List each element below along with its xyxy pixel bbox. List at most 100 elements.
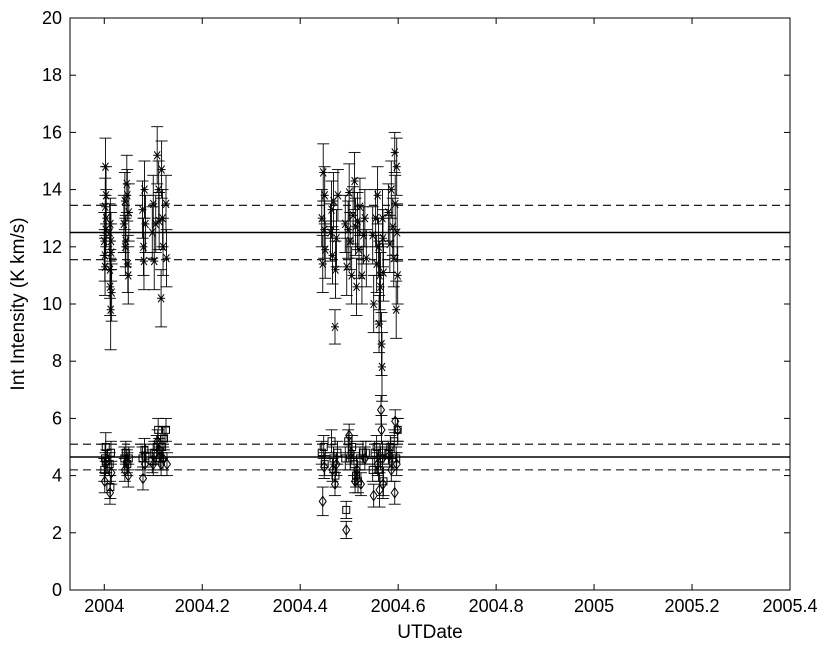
diamond-marker [373, 458, 382, 471]
diamond-marker [124, 469, 133, 482]
data-point [122, 463, 135, 488]
data-point [391, 246, 404, 305]
diamond-marker [332, 458, 341, 471]
diamond-marker [390, 486, 399, 499]
data-point [350, 257, 363, 316]
data-point [317, 143, 330, 202]
diamond-marker [122, 455, 131, 468]
data-point [376, 332, 388, 402]
diamond-marker [320, 461, 329, 473]
data-point [139, 194, 152, 253]
diamond-marker [356, 478, 366, 491]
asterisk-marker-stroke [392, 305, 400, 315]
asterisk-marker-stroke [163, 253, 170, 263]
square-marker [101, 443, 110, 451]
data-point [317, 435, 330, 459]
asterisk-marker-stroke [387, 185, 395, 194]
asterisk-marker-stroke [348, 271, 356, 280]
asterisk-marker-stroke [107, 305, 115, 315]
asterisk-marker-stroke [102, 191, 110, 200]
asterisk-marker-stroke [393, 162, 401, 172]
diamond-marker [369, 489, 378, 502]
asterisk-marker-stroke [378, 339, 385, 349]
data-point [355, 246, 368, 305]
x-tick-label: 2004 [84, 596, 124, 616]
diamond-marker [318, 495, 327, 508]
asterisk-marker-stroke [159, 242, 167, 252]
asterisk-marker-stroke [141, 185, 148, 194]
data-point [345, 246, 358, 305]
y-tick-label: 16 [42, 122, 62, 142]
data-point [105, 460, 118, 485]
y-tick-label: 6 [52, 408, 62, 428]
diamond-marker [328, 464, 337, 476]
data-point [331, 169, 344, 222]
asterisk-marker-stroke [150, 256, 158, 266]
asterisk-marker-stroke [377, 282, 384, 292]
x-tick-label: 2004.6 [371, 596, 426, 616]
reference-lines [70, 204, 790, 471]
asterisk-marker-stroke [379, 233, 387, 243]
asterisk-marker-stroke [321, 245, 329, 254]
data-point [160, 174, 172, 233]
data-point [388, 480, 401, 505]
diamond-marker [347, 446, 356, 459]
asterisk-marker-stroke [380, 268, 387, 277]
data-point [122, 246, 135, 305]
square-marker [319, 443, 328, 451]
asterisk-marker-stroke [329, 251, 336, 260]
data-point [136, 180, 149, 239]
data-point [371, 166, 384, 225]
y-axis-label: Int Intensity (K km/s) [8, 217, 29, 390]
asterisk-marker-stroke [107, 236, 115, 246]
x-tick-label: 2005.4 [762, 596, 817, 616]
data-point [326, 226, 339, 285]
y-tick-label: 18 [42, 65, 62, 85]
asterisk-marker-stroke [378, 362, 386, 372]
diamond-marker [352, 464, 362, 476]
square-marker [352, 471, 361, 480]
diamond-marker [377, 423, 386, 436]
asterisk-marker-stroke [123, 191, 131, 200]
square-marker [376, 454, 385, 463]
y-tick-label: 4 [52, 466, 62, 486]
data-point [328, 309, 341, 345]
data-point [122, 183, 135, 242]
asterisk-marker-stroke [345, 188, 353, 197]
diamond-marker [330, 478, 340, 491]
asterisk-marker-stroke [106, 219, 114, 229]
y-tick-label: 0 [52, 580, 62, 600]
asterisk-marker-stroke [153, 150, 161, 160]
data-point [330, 209, 343, 268]
data-point [375, 395, 388, 425]
x-tick-label: 2004.2 [175, 596, 230, 616]
series-asterisk [98, 126, 404, 402]
data-point [391, 417, 404, 442]
asterisk-marker-stroke [140, 256, 148, 266]
diamond-marker [101, 458, 110, 471]
asterisk-marker-stroke [162, 199, 170, 209]
diamond-marker [393, 423, 402, 436]
data-point [160, 229, 173, 288]
x-tick-label: 2004.4 [273, 596, 328, 616]
diamond-marker [140, 458, 150, 471]
data-point [358, 189, 371, 248]
asterisk-marker-stroke [334, 191, 342, 200]
y-tick-label: 2 [52, 523, 62, 543]
diamond-marker [376, 403, 386, 416]
asterisk-marker-stroke [319, 168, 327, 177]
asterisk-marker-stroke [158, 165, 165, 174]
asterisk-marker-stroke [124, 271, 132, 280]
data-point [340, 520, 353, 539]
y-tick-label: 12 [42, 237, 62, 257]
asterisk-marker-stroke [386, 239, 394, 249]
data-point [390, 280, 403, 339]
data-point [103, 480, 116, 505]
diamond-marker [162, 458, 172, 471]
data-point [345, 440, 358, 465]
diamond-marker [345, 429, 354, 442]
data-point [340, 500, 353, 519]
data-point [138, 160, 151, 219]
